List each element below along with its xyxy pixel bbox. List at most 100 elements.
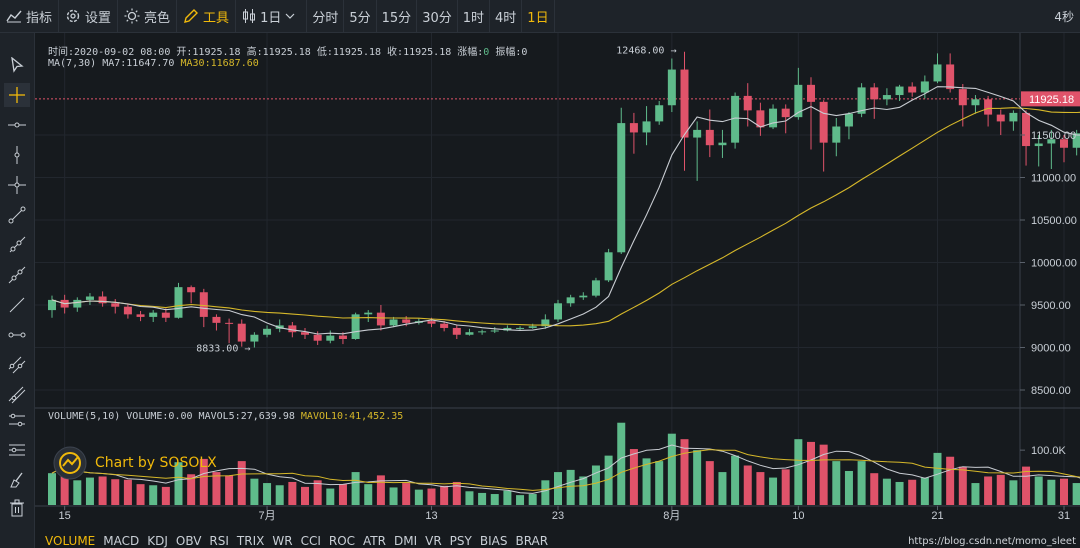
interval-tab[interactable]: 分时	[307, 0, 345, 32]
y-tick-label: 8500.00	[1031, 385, 1071, 397]
candle-body	[338, 335, 347, 339]
candle-body	[769, 108, 778, 128]
parallel-channel-tool-button[interactable]	[4, 353, 30, 377]
y-tick-label: 10000.00	[1031, 258, 1077, 270]
segment-tool-button[interactable]	[4, 203, 30, 227]
interval-tab[interactable]: 15分	[377, 0, 418, 32]
tools-label: 工具	[203, 10, 230, 26]
interval-tab[interactable]: 30分	[417, 0, 458, 32]
volume-bar	[1034, 476, 1043, 505]
candle-body	[693, 129, 702, 138]
volume-bar	[1022, 466, 1031, 505]
candle-body	[136, 314, 145, 317]
volume-bar	[73, 480, 82, 505]
candle-body	[250, 334, 259, 342]
volume-bar	[465, 491, 474, 505]
indicator-tab-cci[interactable]: CCI	[300, 534, 321, 548]
mavol5-line	[51, 444, 1080, 494]
clear-drawings-button[interactable]	[4, 468, 30, 492]
candle-body	[161, 312, 170, 318]
drawing-tools-sidebar	[0, 33, 35, 548]
indicator-button[interactable]: 指标	[0, 0, 58, 32]
fibonacci-tool-button[interactable]	[4, 408, 30, 432]
candle-body	[263, 328, 272, 335]
amplitude-label: 振幅:	[495, 47, 522, 58]
chart-type-dropdown[interactable]: 1日	[236, 0, 306, 32]
volume-bar	[98, 476, 107, 505]
chevron-down-icon	[285, 13, 295, 19]
fib-levels-tool-button[interactable]	[4, 438, 30, 462]
indicator-tab-kdj[interactable]: KDJ	[147, 534, 168, 548]
y-tick-label: 11000.00	[1031, 173, 1076, 185]
ray-tool-button[interactable]	[4, 233, 30, 257]
volume-bar	[832, 461, 841, 505]
extended-line-icon	[8, 266, 26, 284]
cursor-tool-button[interactable]	[4, 53, 30, 77]
candle-body	[554, 303, 562, 320]
candle-body	[490, 330, 499, 332]
volume-bar	[693, 450, 702, 505]
candle-body	[541, 319, 550, 327]
volume-bar	[389, 487, 398, 505]
candle-body	[98, 296, 107, 304]
indicator-tab-brar[interactable]: BRAR	[515, 534, 549, 548]
indicator-tab-macd[interactable]: MACD	[103, 534, 140, 548]
candle-body	[591, 280, 600, 296]
volume-bar	[60, 460, 69, 505]
volume-bar	[199, 458, 208, 505]
tools-button[interactable]: 工具	[177, 0, 235, 32]
candle-body	[351, 314, 360, 339]
crosshair-tool-button[interactable]	[4, 83, 30, 107]
indicator-tab-bias[interactable]: BIAS	[479, 534, 508, 548]
ray-icon	[9, 236, 26, 253]
candle-body	[819, 101, 828, 143]
settings-button[interactable]: 设置	[59, 0, 117, 32]
volume-bar	[351, 472, 360, 505]
volume-bar	[111, 479, 120, 505]
candle-body	[225, 322, 234, 324]
volume-bar	[440, 485, 449, 505]
extended-line-tool-button[interactable]	[4, 263, 30, 287]
indicator-tab-rsi[interactable]: RSI	[209, 534, 229, 548]
candle-body	[1022, 112, 1031, 147]
line-chart-icon	[6, 10, 22, 23]
indicator-tab-volume[interactable]: VOLUME	[45, 534, 96, 548]
interval-tab[interactable]: 5分	[344, 0, 377, 32]
candle-body	[1072, 133, 1080, 148]
price-channel-tool-button[interactable]	[4, 383, 30, 407]
interval-tab[interactable]: 1日	[522, 0, 555, 32]
x-tick-label: 23	[552, 510, 564, 522]
indicator-tab-atr[interactable]: ATR	[363, 534, 386, 548]
y-tick-label: 10500.00	[1031, 215, 1077, 227]
vertical-line-tool-button[interactable]	[4, 143, 30, 167]
delete-button[interactable]	[4, 496, 30, 520]
price-line-tool-button[interactable]	[4, 323, 30, 347]
indicator-tab-vr[interactable]: VR	[425, 534, 442, 548]
candle-body	[237, 323, 246, 342]
theme-button[interactable]: 亮色	[118, 0, 176, 32]
trend-line-tool-button[interactable]	[4, 293, 30, 317]
volume-bar	[427, 488, 436, 505]
volume-bar	[604, 455, 613, 505]
candle-body	[149, 312, 158, 317]
candle-body	[275, 325, 284, 329]
volume-bar	[250, 478, 259, 505]
interval-tab[interactable]: 4时	[490, 0, 523, 32]
indicator-tab-psy[interactable]: PSY	[449, 534, 472, 548]
broom-icon	[10, 472, 23, 488]
volume-bar	[591, 465, 600, 505]
volume-bar	[794, 439, 803, 505]
interval-tab[interactable]: 1时	[458, 0, 491, 32]
volume-bar	[984, 476, 993, 505]
candlestick-chart[interactable]: 8500.00 9000.00 9500.00 10000.00 10500.00 110…	[35, 33, 1080, 531]
indicator-tab-roc[interactable]: ROC	[328, 534, 356, 548]
cross-line-tool-button[interactable]	[4, 173, 30, 197]
volume-bar	[908, 479, 917, 505]
indicator-tab-dmi[interactable]: DMI	[393, 534, 418, 548]
candle-body	[452, 327, 461, 335]
indicator-tab-obv[interactable]: OBV	[175, 534, 202, 548]
indicator-tab-wr[interactable]: WR	[272, 534, 293, 548]
candle-body	[870, 87, 879, 100]
horizontal-line-tool-button[interactable]	[4, 113, 30, 137]
indicator-tab-trix[interactable]: TRIX	[236, 534, 265, 548]
